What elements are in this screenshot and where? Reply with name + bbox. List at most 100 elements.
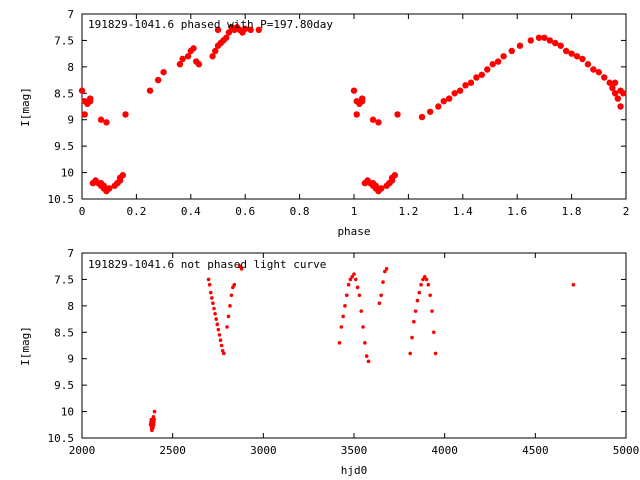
unphased-data-point	[426, 282, 431, 287]
phased-data-point	[378, 185, 385, 192]
unphased-data-point	[366, 359, 371, 364]
unphased-data-point	[377, 301, 382, 306]
phased-data-point	[193, 58, 200, 65]
unphased-data-point	[410, 335, 414, 340]
phased-data-point	[595, 68, 602, 76]
unphased-data-point	[211, 301, 215, 306]
phased-data-point	[160, 68, 167, 76]
phased-data-point	[584, 61, 592, 68]
unphased-data-point	[359, 309, 364, 313]
phased-data-point	[119, 172, 127, 179]
phased-data-point	[176, 61, 184, 68]
unphased-data-point	[428, 293, 432, 298]
phased-data-point	[358, 98, 366, 105]
phased-tick-group: 0 0.2 0.4 0.6 0.8 1 1.2 1.4 1.6 1.8 2 7 7.5 8 8.5 9 9.5 1…	[48, 8, 630, 218]
unphased-y-tick-label: 9.5	[54, 379, 74, 392]
phased-data-point	[573, 53, 581, 60]
phased-y-axis-label: I[mag]	[19, 87, 32, 127]
unphased-data-point	[361, 325, 365, 329]
phased-points-group	[78, 24, 627, 195]
phased-data-point	[557, 42, 564, 49]
phased-data-point	[372, 182, 379, 189]
unphased-x-tick-label: 2500	[159, 444, 186, 457]
phased-data-point	[154, 76, 162, 84]
phased-data-point	[484, 66, 491, 73]
phased-data-point	[456, 87, 464, 94]
unphased-data-point	[419, 282, 423, 287]
unphased-data-point	[206, 277, 211, 282]
phased-data-point	[617, 103, 624, 110]
phased-data-point	[451, 90, 458, 97]
phased-data-point	[614, 95, 622, 102]
phased-data-point	[462, 82, 469, 89]
phased-plot-frame	[81, 13, 627, 200]
phased-data-point	[184, 53, 192, 60]
unphased-data-point	[149, 417, 154, 422]
phased-data-point	[86, 98, 94, 105]
unphased-data-point	[208, 290, 213, 295]
unphased-data-point	[383, 269, 387, 274]
unphased-x-tick-label: 3000	[250, 444, 277, 457]
phased-data-point	[473, 74, 480, 81]
unphased-data-point	[212, 306, 216, 311]
phased-data-point	[78, 87, 86, 94]
unphased-light-curve-chart: 2000 2500 3000 3500 4000 4500 5000 7 7.5 8 8.5 9 9.5…	[19, 247, 639, 477]
phased-data-point	[440, 98, 447, 105]
unphased-data-point	[571, 282, 576, 287]
phased-data-point	[467, 79, 475, 86]
phased-y-tick-label: 10.5	[48, 193, 75, 206]
phased-data-point	[255, 26, 262, 34]
phased-data-point	[601, 74, 608, 81]
unphased-data-point	[346, 282, 351, 287]
unphased-x-tick-label: 4000	[431, 444, 458, 457]
phased-data-point	[489, 61, 496, 68]
unphased-data-point	[231, 285, 235, 290]
unphased-data-point	[226, 314, 231, 319]
unphased-plot-frame	[81, 252, 627, 439]
unphased-data-point	[415, 298, 420, 303]
phased-data-point	[418, 113, 426, 121]
unphased-data-point	[216, 327, 221, 332]
phased-x-tick-label: 0.2	[126, 205, 146, 218]
unphased-data-point	[354, 277, 358, 282]
phased-data-point	[353, 111, 360, 118]
phased-data-point	[579, 55, 586, 63]
phased-data-point	[508, 47, 515, 55]
unphased-y-tick-label: 10	[61, 406, 74, 419]
unphased-data-point	[225, 325, 229, 329]
phased-data-point	[179, 55, 186, 63]
phased-data-point	[225, 29, 233, 36]
phased-data-point	[222, 34, 230, 41]
phased-y-tick-label: 9	[67, 114, 74, 127]
phased-x-tick-label: 2	[623, 205, 630, 218]
unphased-chart-title: 191829-1041.6 not phased light curve	[88, 258, 326, 271]
phased-data-point	[617, 87, 624, 94]
unphased-data-point	[350, 274, 354, 279]
unphased-data-point	[408, 351, 413, 356]
phased-data-point	[611, 90, 619, 97]
unphased-data-point	[413, 309, 418, 313]
unphased-data-point	[237, 264, 242, 269]
phased-data-point	[394, 111, 401, 118]
phased-data-point	[247, 26, 254, 34]
unphased-data-point	[424, 277, 429, 282]
phased-data-point	[369, 116, 377, 123]
phased-data-point	[478, 71, 486, 78]
phased-data-point	[190, 45, 197, 52]
phased-x-tick-label: 1.8	[562, 205, 582, 218]
phased-x-axis-label: phase	[337, 225, 370, 238]
unphased-data-point	[213, 311, 217, 316]
phased-x-tick-label: 0.6	[235, 205, 255, 218]
unphased-x-tick-label: 2000	[69, 444, 96, 457]
phased-data-point	[494, 58, 502, 65]
unphased-y-tick-label: 7.5	[54, 273, 74, 286]
unphased-data-point	[412, 319, 416, 324]
unphased-data-point	[215, 322, 220, 327]
phased-y-tick-label: 9.5	[54, 140, 74, 153]
phased-x-tick-label: 1	[351, 205, 358, 218]
unphased-y-axis-label: I[mag]	[19, 326, 32, 366]
phased-y-tick-label: 7.5	[54, 34, 74, 47]
phased-data-point	[611, 79, 619, 86]
phased-data-point	[435, 103, 442, 110]
